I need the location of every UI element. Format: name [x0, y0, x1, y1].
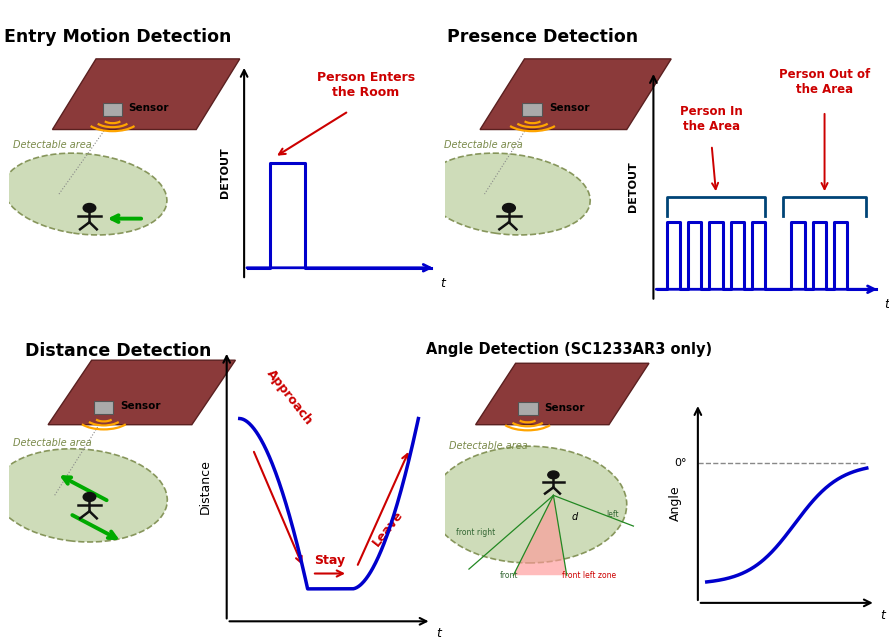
- Text: Presence Detection: Presence Detection: [447, 28, 637, 46]
- Text: front left zone: front left zone: [563, 572, 616, 580]
- Ellipse shape: [0, 449, 167, 542]
- Ellipse shape: [431, 446, 627, 563]
- Text: front right: front right: [456, 528, 495, 538]
- Text: Detectable area: Detectable area: [444, 140, 524, 150]
- Circle shape: [502, 204, 516, 212]
- Text: Angle: Angle: [669, 485, 682, 521]
- Ellipse shape: [423, 153, 590, 235]
- Circle shape: [84, 204, 96, 212]
- Text: Approach: Approach: [264, 367, 315, 428]
- Text: Entry Motion Detection: Entry Motion Detection: [4, 28, 231, 46]
- Text: Person Out of
the Area: Person Out of the Area: [779, 68, 870, 95]
- Text: Distance: Distance: [198, 459, 212, 513]
- Bar: [102, 103, 122, 116]
- Bar: [523, 103, 542, 116]
- Polygon shape: [514, 495, 567, 575]
- Text: Sensor: Sensor: [120, 401, 161, 412]
- Circle shape: [84, 493, 96, 501]
- Text: Leave: Leave: [370, 508, 405, 549]
- Text: Detectable area: Detectable area: [13, 140, 92, 150]
- Text: front: front: [500, 572, 518, 580]
- Text: Person Enters
the Room: Person Enters the Room: [317, 71, 415, 99]
- Text: DETOUT: DETOUT: [629, 161, 638, 212]
- Text: Stay: Stay: [315, 554, 346, 567]
- Circle shape: [548, 471, 559, 479]
- Polygon shape: [476, 364, 649, 425]
- Text: t: t: [440, 277, 445, 290]
- Text: left: left: [607, 510, 620, 519]
- Ellipse shape: [4, 153, 167, 235]
- Polygon shape: [48, 360, 236, 425]
- Text: t: t: [436, 627, 441, 640]
- Text: 0°: 0°: [674, 458, 686, 468]
- Text: d: d: [572, 512, 578, 522]
- Text: Distance Detection: Distance Detection: [25, 342, 211, 360]
- Text: Angle Detection (SC1233AR3 only): Angle Detection (SC1233AR3 only): [426, 342, 712, 356]
- Text: Detectable area: Detectable area: [449, 442, 528, 451]
- Text: Detectable area: Detectable area: [13, 438, 92, 448]
- Polygon shape: [480, 59, 671, 129]
- Text: Sensor: Sensor: [129, 103, 169, 113]
- Text: Person In
the Area: Person In the Area: [680, 104, 743, 132]
- Bar: [94, 401, 114, 414]
- Text: DETOUT: DETOUT: [220, 147, 229, 198]
- Text: t: t: [885, 298, 889, 312]
- Text: t: t: [880, 609, 885, 622]
- Text: Sensor: Sensor: [549, 103, 589, 113]
- Bar: [517, 402, 538, 415]
- Polygon shape: [52, 59, 240, 129]
- Text: Sensor: Sensor: [545, 403, 585, 413]
